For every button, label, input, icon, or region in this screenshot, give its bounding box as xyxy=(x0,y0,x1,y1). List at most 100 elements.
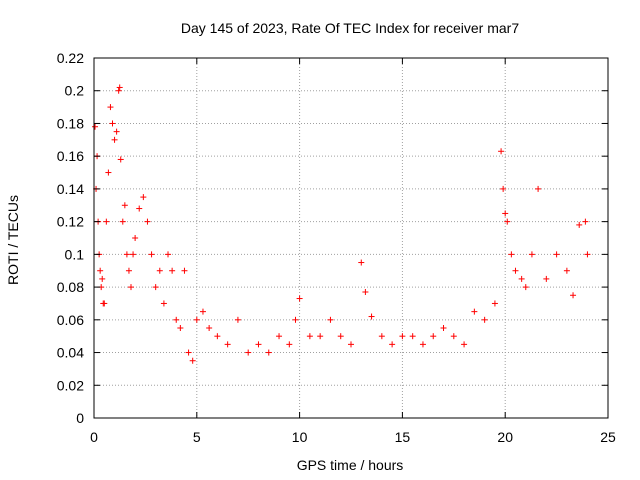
y-tick-label: 0.06 xyxy=(57,312,84,328)
data-points xyxy=(92,84,591,364)
y-tick-label: 0.16 xyxy=(57,148,84,164)
data-point xyxy=(177,325,184,331)
data-point xyxy=(109,120,116,127)
data-point xyxy=(116,84,123,91)
data-point xyxy=(99,275,106,282)
data-point xyxy=(234,316,241,323)
chart-title: Day 145 of 2023, Rate Of TEC Index for r… xyxy=(181,20,519,36)
data-point xyxy=(378,333,385,340)
y-tick-label: 0.2 xyxy=(65,83,85,99)
data-point xyxy=(362,289,369,295)
data-point xyxy=(101,300,108,307)
data-point xyxy=(103,218,110,225)
data-point xyxy=(471,308,478,315)
data-point xyxy=(317,333,324,340)
data-point xyxy=(430,333,437,340)
data-point xyxy=(107,104,114,111)
x-tick-label: 10 xyxy=(292,429,308,445)
x-tick-label: 5 xyxy=(193,429,201,445)
x-tick-label: 25 xyxy=(600,429,616,445)
data-point xyxy=(337,333,344,340)
data-point xyxy=(563,267,570,274)
data-point xyxy=(128,284,135,291)
data-point xyxy=(348,341,354,348)
data-point xyxy=(121,202,128,209)
x-tick-labels: 0 5 10 15 20 25 xyxy=(90,429,616,445)
axis-ticks xyxy=(93,57,609,419)
data-point xyxy=(265,349,272,356)
y-tick-label: 0.1 xyxy=(65,246,85,262)
data-point xyxy=(189,357,196,364)
y-tick-label: 0.08 xyxy=(57,279,84,295)
data-point xyxy=(117,156,124,163)
data-point xyxy=(498,148,505,155)
data-point xyxy=(327,316,334,323)
data-point xyxy=(286,341,293,348)
y-tick-label: 0.22 xyxy=(57,50,84,66)
data-point xyxy=(518,275,525,282)
data-point xyxy=(522,284,529,291)
data-point xyxy=(440,325,447,331)
data-point xyxy=(508,251,515,258)
data-point xyxy=(409,333,416,340)
data-point xyxy=(111,136,118,143)
data-point xyxy=(358,259,365,266)
data-point xyxy=(553,251,560,258)
data-point xyxy=(156,267,163,274)
data-point xyxy=(419,341,426,348)
data-point xyxy=(148,251,155,258)
data-point xyxy=(123,251,130,258)
data-point xyxy=(543,275,550,282)
data-point xyxy=(292,316,299,323)
data-point xyxy=(132,235,139,241)
data-point xyxy=(461,341,468,348)
data-point xyxy=(450,333,457,340)
data-point xyxy=(481,316,488,323)
data-point xyxy=(92,123,99,130)
data-point xyxy=(296,295,303,302)
data-point xyxy=(119,218,126,225)
data-point xyxy=(130,251,137,258)
data-point xyxy=(173,316,180,323)
y-tick-label: 0.18 xyxy=(57,115,84,131)
data-point xyxy=(528,251,535,258)
data-point xyxy=(570,292,577,299)
data-point xyxy=(206,325,213,331)
data-point xyxy=(160,300,167,307)
data-point xyxy=(113,128,120,135)
data-point xyxy=(491,300,498,307)
data-point xyxy=(389,341,396,348)
y-tick-labels: 0 0.02 0.04 0.06 0.08 0.1 0.12 0.14 0.16 0.18 0.2 0… xyxy=(57,50,84,426)
data-point xyxy=(214,333,221,340)
data-point xyxy=(399,333,406,340)
x-tick-label: 15 xyxy=(395,429,411,445)
y-tick-label: 0.12 xyxy=(57,214,84,230)
y-axis-label: ROTI / TECUs xyxy=(5,195,21,285)
data-point xyxy=(535,185,542,192)
data-point xyxy=(576,221,583,228)
y-tick-label: 0.14 xyxy=(57,181,84,197)
data-point xyxy=(152,284,159,291)
data-point xyxy=(125,267,132,274)
data-point xyxy=(140,194,147,201)
data-point xyxy=(185,349,192,356)
data-point xyxy=(181,267,188,274)
data-point xyxy=(306,333,313,340)
data-point xyxy=(224,341,231,348)
data-point xyxy=(500,185,507,192)
data-point xyxy=(199,308,206,315)
plot-frame xyxy=(93,57,609,419)
data-point xyxy=(502,210,509,217)
x-tick-label: 0 xyxy=(90,429,98,445)
data-point xyxy=(115,87,122,94)
y-tick-label: 0 xyxy=(76,410,84,426)
y-tick-label: 0.04 xyxy=(57,345,84,361)
data-point xyxy=(136,205,143,212)
data-point xyxy=(504,218,511,225)
data-point xyxy=(584,251,591,258)
data-point xyxy=(97,267,104,274)
y-tick-label: 0.02 xyxy=(57,377,84,393)
data-point xyxy=(165,251,172,258)
data-point xyxy=(245,349,252,356)
